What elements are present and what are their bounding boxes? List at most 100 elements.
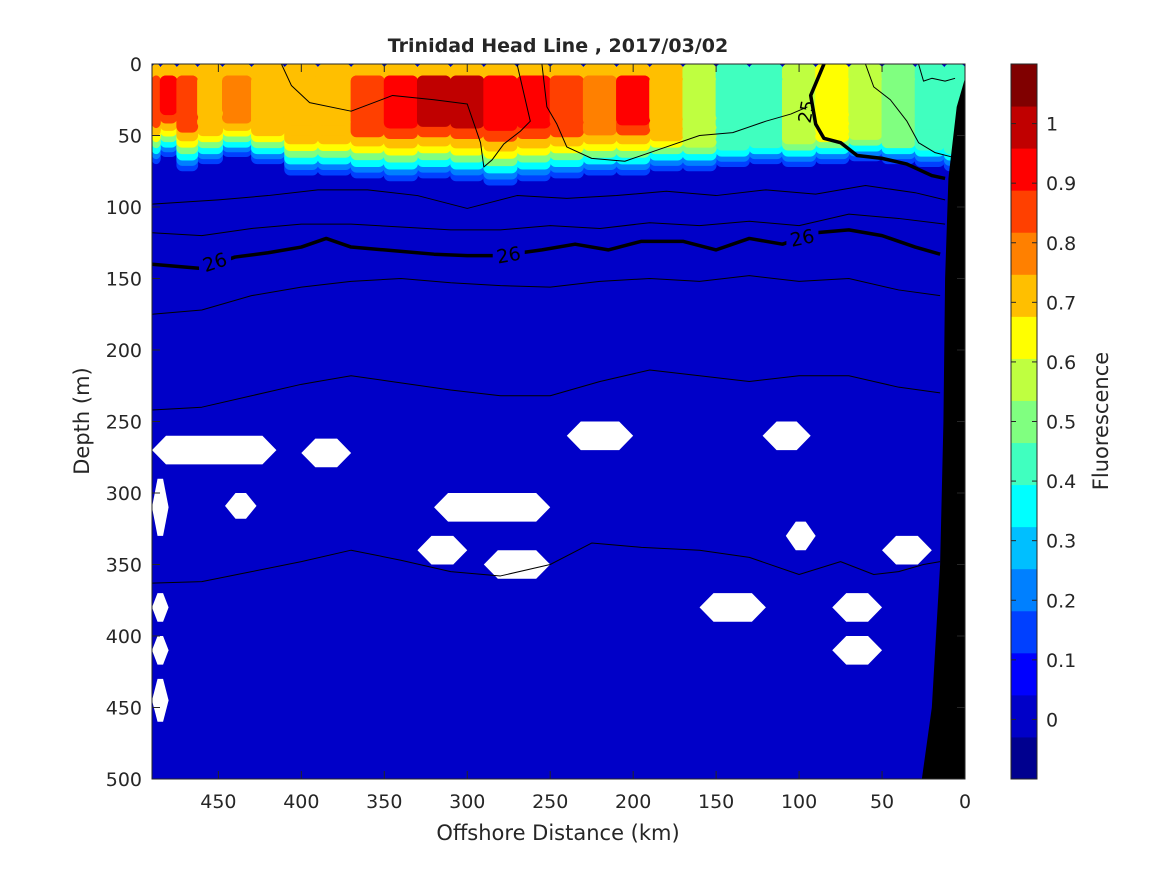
y-tick-label: 400: [106, 626, 142, 648]
x-tick-label: 350: [366, 791, 402, 813]
colorbar-tick-label: 0.9: [1046, 173, 1076, 195]
surface-cell: [284, 75, 319, 126]
colorbar-segment: [1011, 190, 1037, 233]
contour-label-26: 26: [495, 243, 523, 269]
surface-cell: [317, 75, 352, 126]
surface-cell: [222, 75, 253, 116]
surface-cell: [748, 75, 783, 120]
contour-label-bg: [786, 227, 819, 248]
surface-cell: [848, 75, 883, 118]
x-axis: 450 400 350 300 250 200 150 100 50 0: [200, 64, 971, 813]
surface-cell: [781, 75, 817, 121]
deep-water-patch: [795, 673, 869, 714]
contour-line: [864, 64, 952, 158]
surface-cell: [159, 75, 178, 116]
x-axis-label: Offshore Distance (km): [436, 821, 679, 845]
surface-cell: [152, 75, 161, 120]
x-tick-label: 150: [698, 791, 734, 813]
contour-line: [152, 275, 941, 315]
surface-cell: [383, 75, 418, 129]
surface-cell: [197, 75, 224, 120]
missing-data-region: [301, 438, 352, 468]
colorbar-segment: [1011, 736, 1037, 780]
colorbar-segment: [1011, 694, 1037, 738]
surface-cell: [416, 75, 452, 127]
deep-water-patch: [517, 661, 617, 725]
y-tick-label: 100: [106, 197, 142, 219]
x-tick-label: 0: [959, 791, 971, 813]
plot-background: [152, 64, 965, 779]
y-tick-label: 250: [106, 412, 142, 434]
surface-cell: [616, 75, 651, 126]
contour-label-bg: [199, 251, 232, 272]
colorbar-segment: [1011, 106, 1037, 149]
deep-water-patch: [375, 718, 459, 754]
missing-data-region: [699, 593, 766, 622]
colorbar: 0 0.1 0.2 0.3 0.4 0.5 0.6 0.7 0.8 0.9 1: [1010, 63, 1076, 780]
colorbar-segment: [1011, 64, 1037, 107]
surface-cell: [516, 75, 551, 129]
surface-cell: [914, 75, 945, 121]
y-tick-label: 450: [106, 698, 142, 720]
missing-data-region: [785, 521, 816, 551]
seafloor: [921, 78, 965, 779]
x-tick-label: 300: [449, 791, 485, 813]
colorbar-segment: [1011, 610, 1037, 654]
colorbar-tick-label: 0.6: [1046, 352, 1076, 374]
y-axis-label: Depth (m): [70, 367, 94, 474]
colorbar-tick-label: 0.5: [1046, 412, 1076, 434]
x-tick-label: 200: [615, 791, 651, 813]
colorbar-tick-label: 0.8: [1046, 233, 1076, 255]
y-tick-label: 350: [106, 555, 142, 577]
contour-line: [152, 213, 946, 237]
colorbar-segment: [1011, 568, 1037, 612]
surface-cell: [483, 75, 518, 131]
colorbar-segment: [1011, 232, 1037, 275]
missing-data-region: [434, 493, 551, 522]
colorbar-segment: [1011, 358, 1037, 401]
contour-label-25: 25: [795, 99, 820, 125]
deep-water-patch: [201, 716, 335, 757]
deep-water-patch: [458, 638, 542, 691]
deep-water-patch: [633, 658, 766, 699]
contour-25: [808, 64, 946, 181]
surface-cell: [815, 75, 850, 120]
colorbar-tick-label: 0.3: [1046, 531, 1076, 553]
contour-label-bg: [492, 244, 525, 265]
colorbar-tick-label: 0.4: [1046, 471, 1076, 493]
deep-water-patch: [815, 407, 916, 579]
colorbar-segment: [1011, 526, 1037, 570]
seafloor-layer: [921, 78, 965, 779]
deep-water-patch: [168, 307, 235, 393]
deep-water-patch: [719, 364, 813, 479]
surface-cell: [549, 75, 584, 127]
surface-cell: [715, 75, 750, 121]
colorbar-tick-label: 0.2: [1046, 590, 1076, 612]
y-tick-label: 500: [106, 769, 142, 791]
surface-cell: [350, 75, 385, 127]
missing-data-region: [566, 421, 634, 451]
deep-water-patch: [351, 575, 451, 639]
x-tick-label: 100: [781, 791, 817, 813]
y-tick-label: 200: [106, 340, 142, 362]
contour-line: [280, 64, 531, 168]
y-tick-label: 150: [106, 269, 142, 291]
missing-data-region: [152, 593, 169, 622]
y-axis: 0 50 100 150 200 250 300 350 400 450 500: [106, 54, 965, 791]
colorbar-tick-label: 0: [1046, 709, 1058, 731]
contour-line: [152, 542, 941, 584]
contour-line: [918, 64, 956, 82]
missing-data-region: [882, 535, 932, 565]
missing-data-region: [483, 550, 551, 579]
surface-cell: [682, 75, 717, 123]
deep-water-patch: [525, 329, 576, 371]
y-tick-label: 300: [106, 483, 142, 505]
contour-label-26: 26: [788, 225, 816, 252]
surface-cell: [450, 75, 485, 129]
chart-title: Trinidad Head Line , 2017/03/02: [388, 35, 728, 57]
colorbar-segment: [1011, 652, 1037, 696]
contour-line: [152, 185, 946, 209]
missing-data-region: [152, 636, 169, 665]
